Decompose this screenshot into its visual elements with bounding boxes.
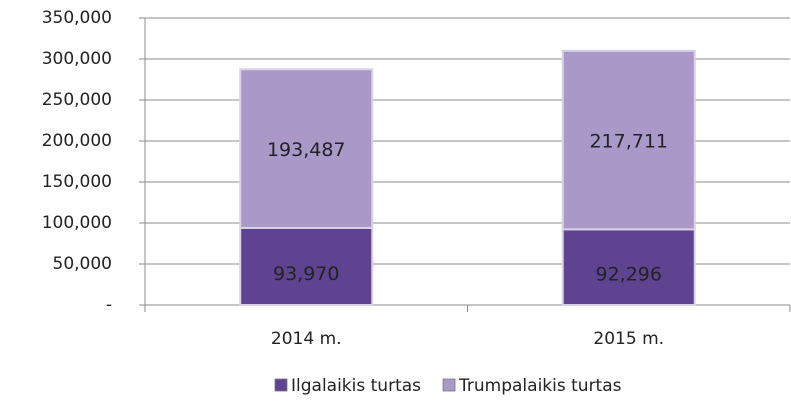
y-tick-label: 50,000	[53, 254, 112, 274]
data-label: 93,970	[273, 263, 339, 285]
y-tick-label: -	[106, 295, 112, 315]
y-tick-label: 250,000	[42, 90, 112, 110]
x-tick-label: 2014 m.	[271, 329, 342, 349]
legend-label: Trumpalaikis turtas	[458, 376, 622, 396]
y-tick-label: 300,000	[42, 49, 112, 69]
y-tick-label: 150,000	[42, 172, 112, 192]
legend-swatch	[274, 378, 288, 392]
bar-segment	[561, 49, 696, 231]
bar-segment	[561, 228, 696, 306]
x-tick-label: 2015 m.	[593, 329, 664, 349]
y-tick-label: 200,000	[42, 131, 112, 151]
bar-segment	[239, 226, 374, 306]
data-label: 193,487	[267, 139, 346, 161]
data-label: 217,711	[589, 131, 668, 153]
data-label: 92,296	[596, 264, 662, 286]
y-tick-label: 350,000	[42, 8, 112, 28]
y-tick-label: 100,000	[42, 213, 112, 233]
bar-segment	[239, 68, 374, 229]
legend-label: Ilgalaikis turtas	[291, 376, 421, 396]
legend-swatch	[442, 378, 456, 392]
